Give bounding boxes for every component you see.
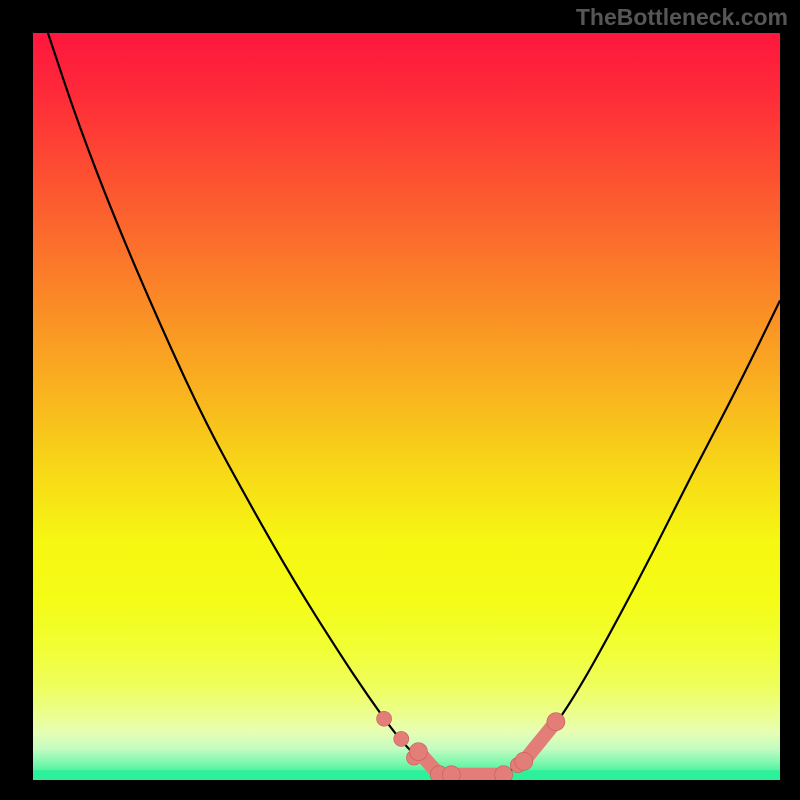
marker-dot <box>515 752 533 770</box>
bottleneck-curve <box>48 33 780 773</box>
marker-dot <box>394 731 409 746</box>
chart-svg <box>33 33 780 780</box>
marker-dot <box>409 743 427 761</box>
attribution-text: TheBottleneck.com <box>576 4 788 31</box>
marker-dot <box>547 713 565 731</box>
marker-dot <box>377 711 392 726</box>
chart-container: { "attribution": { "text": "TheBottlenec… <box>0 0 800 800</box>
plot-area <box>33 33 780 780</box>
